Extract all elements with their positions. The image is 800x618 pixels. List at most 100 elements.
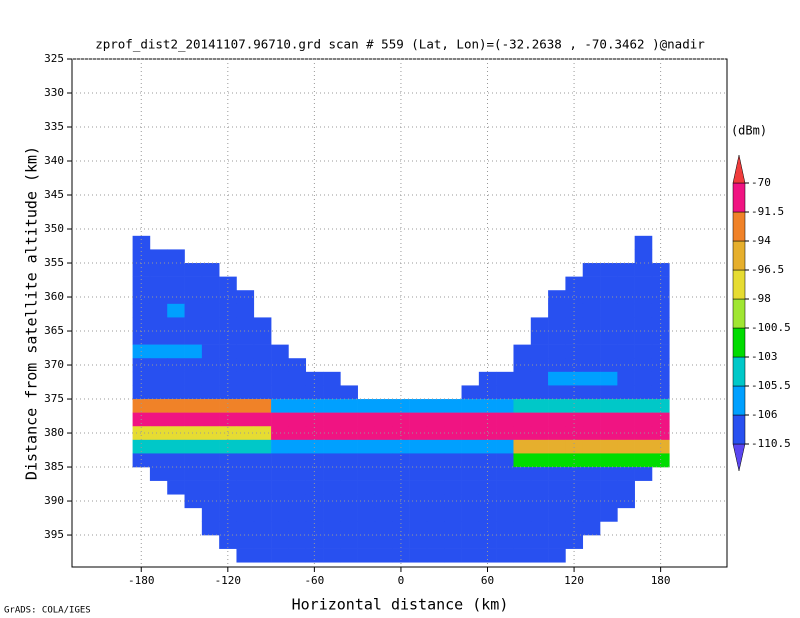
cell bbox=[565, 467, 584, 481]
cell bbox=[582, 371, 601, 386]
cell bbox=[357, 521, 376, 536]
cell bbox=[132, 235, 151, 250]
cell bbox=[340, 399, 358, 413]
cell bbox=[236, 385, 255, 400]
cell bbox=[651, 331, 670, 345]
cell bbox=[634, 303, 653, 318]
y-tick-label: 385 bbox=[44, 460, 64, 473]
axes: -180 -120 -60 0 60 120 180 325 330 335 340 345 350 35… bbox=[44, 52, 791, 587]
cell bbox=[201, 303, 220, 318]
colorbar-triangle bbox=[732, 154, 746, 184]
cell bbox=[426, 521, 445, 536]
cell bbox=[184, 480, 203, 495]
cell bbox=[236, 331, 255, 345]
cell bbox=[132, 371, 151, 386]
cell bbox=[288, 521, 307, 536]
cell bbox=[167, 385, 185, 400]
cell bbox=[132, 453, 151, 468]
cell bbox=[288, 399, 307, 413]
cell bbox=[600, 453, 618, 468]
cell bbox=[357, 480, 376, 495]
x-tick-label: 120 bbox=[564, 574, 584, 587]
colorbar-label: -94 bbox=[751, 234, 771, 247]
cell bbox=[288, 426, 307, 441]
cell bbox=[392, 535, 410, 549]
colorbar-label: -100.5 bbox=[751, 321, 791, 334]
cell bbox=[565, 426, 584, 441]
cell bbox=[461, 439, 480, 454]
cell bbox=[201, 358, 220, 373]
cell bbox=[617, 439, 635, 454]
cell bbox=[132, 385, 151, 400]
cell bbox=[253, 548, 272, 563]
cell bbox=[496, 507, 514, 522]
cell bbox=[288, 535, 307, 549]
cell bbox=[271, 494, 289, 509]
cell bbox=[305, 535, 324, 549]
cell bbox=[288, 371, 307, 386]
cell bbox=[496, 453, 514, 468]
cell bbox=[253, 480, 272, 495]
plot-frame bbox=[71, 58, 728, 568]
colorbar-box bbox=[732, 414, 746, 445]
cell bbox=[426, 507, 445, 522]
cell bbox=[444, 535, 462, 549]
cell bbox=[167, 439, 185, 454]
cell bbox=[565, 385, 584, 400]
cell bbox=[305, 399, 324, 413]
cell bbox=[392, 426, 410, 441]
cell bbox=[253, 467, 272, 481]
cell bbox=[149, 276, 168, 291]
y-tick-label: 330 bbox=[44, 86, 64, 99]
cell bbox=[513, 344, 532, 359]
cell bbox=[201, 494, 220, 509]
cell bbox=[651, 303, 670, 318]
cell bbox=[634, 399, 653, 413]
cell bbox=[461, 548, 480, 563]
cell bbox=[444, 399, 462, 413]
cell bbox=[565, 371, 584, 386]
cell bbox=[149, 412, 168, 427]
cell bbox=[582, 385, 601, 400]
cell bbox=[271, 535, 289, 549]
cell bbox=[271, 480, 289, 495]
cell bbox=[651, 399, 670, 413]
cell bbox=[219, 521, 237, 536]
cell bbox=[323, 535, 341, 549]
field bbox=[132, 235, 670, 563]
cell bbox=[461, 480, 480, 495]
cell bbox=[357, 467, 376, 481]
cell bbox=[219, 467, 237, 481]
cell bbox=[201, 453, 220, 468]
cell bbox=[409, 507, 428, 522]
cell bbox=[530, 317, 549, 332]
cell bbox=[184, 453, 203, 468]
cell bbox=[426, 535, 445, 549]
cell bbox=[444, 507, 462, 522]
cell bbox=[496, 412, 514, 427]
cell bbox=[409, 494, 428, 509]
cell bbox=[478, 371, 497, 386]
cell bbox=[600, 399, 618, 413]
cell bbox=[582, 358, 601, 373]
cell bbox=[409, 535, 428, 549]
cell bbox=[565, 494, 584, 509]
cell bbox=[634, 235, 653, 250]
cell bbox=[132, 303, 151, 318]
cell bbox=[617, 317, 635, 332]
cell bbox=[253, 344, 272, 359]
y-tick-label: 360 bbox=[44, 290, 64, 303]
cell bbox=[582, 290, 601, 305]
cell bbox=[444, 521, 462, 536]
cell bbox=[323, 371, 341, 386]
cell bbox=[617, 303, 635, 318]
cell bbox=[184, 276, 203, 291]
cell bbox=[478, 467, 497, 481]
cell bbox=[617, 385, 635, 400]
cell bbox=[305, 507, 324, 522]
cell bbox=[582, 276, 601, 291]
cell bbox=[236, 480, 255, 495]
cell bbox=[149, 317, 168, 332]
cell bbox=[340, 507, 358, 522]
